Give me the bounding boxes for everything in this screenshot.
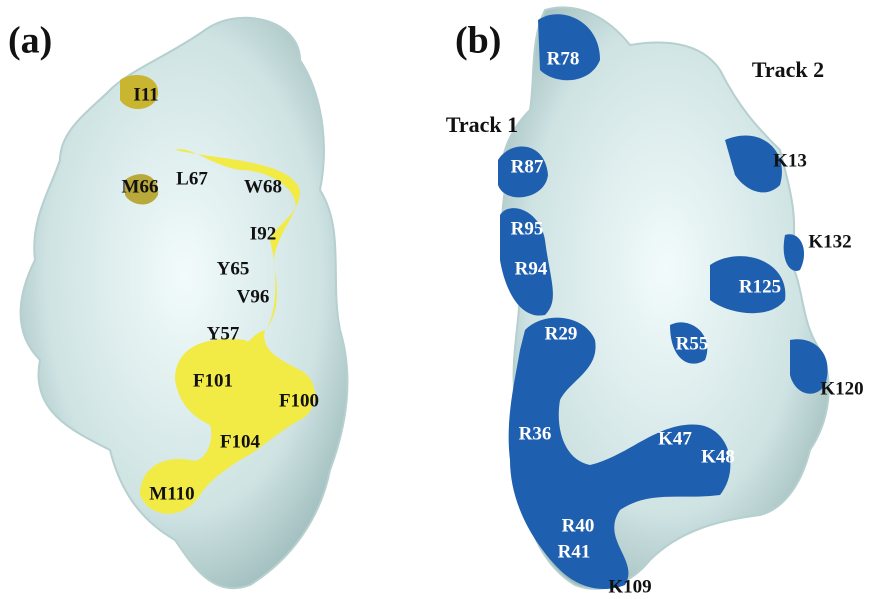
residue-label: L67	[176, 168, 208, 189]
residue-label: Y65	[217, 258, 250, 279]
residue-label: F101	[193, 370, 233, 391]
residue-label: I92	[250, 223, 276, 244]
residue-label: R55	[676, 333, 709, 354]
panel-label: (a)	[8, 20, 52, 62]
residue-label: V96	[237, 286, 270, 307]
residue-label: W68	[244, 176, 282, 197]
residue-label: F104	[220, 431, 261, 452]
residue-label: R41	[558, 541, 591, 562]
residue-label: K48	[701, 446, 735, 467]
residue-label: R40	[562, 515, 595, 536]
surface-b	[498, 7, 829, 589]
residue-label: R94	[515, 258, 548, 279]
residue-label: M66	[122, 176, 159, 197]
residue-label: K132	[808, 231, 851, 252]
residue-label: R95	[511, 218, 544, 239]
residue-label: R78	[547, 48, 580, 69]
residue-label: Y57	[207, 323, 240, 344]
panel-label: (b)	[455, 20, 501, 62]
residue-label: F100	[279, 390, 319, 411]
track-label: Track 2	[752, 57, 824, 82]
track-label: Track 1	[446, 112, 518, 137]
residue-label: K120	[820, 378, 863, 399]
residue-label: R87	[511, 156, 544, 177]
residue-label: K47	[658, 428, 692, 449]
residue-label: R29	[545, 323, 578, 344]
residue-label: R125	[739, 276, 781, 297]
figure: (a) (b) I11 M66 L67 W68 I92 Y65 V96 Y57 …	[0, 0, 869, 599]
residue-label: I11	[133, 84, 158, 105]
residue-label: M110	[149, 483, 194, 504]
residue-label: K13	[773, 150, 807, 171]
residue-label: R36	[519, 423, 552, 444]
residue-label: K109	[608, 576, 651, 597]
